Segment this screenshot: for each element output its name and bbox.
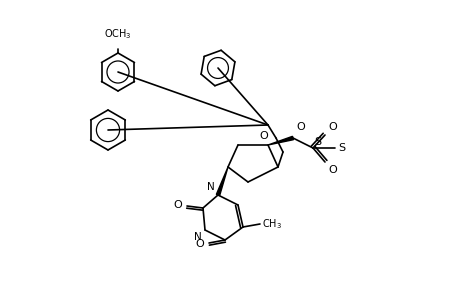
- Text: S: S: [313, 137, 320, 147]
- Text: O: O: [327, 122, 336, 132]
- Text: O: O: [195, 239, 203, 249]
- Text: O: O: [327, 165, 336, 175]
- Text: O: O: [259, 131, 268, 141]
- Text: OCH$_3$: OCH$_3$: [104, 27, 132, 41]
- Polygon shape: [216, 167, 228, 196]
- Text: N: N: [194, 232, 202, 242]
- Text: O: O: [295, 122, 304, 132]
- Text: O: O: [173, 200, 182, 210]
- Text: CH$_3$: CH$_3$: [262, 217, 281, 231]
- Text: S: S: [337, 143, 344, 153]
- Text: N: N: [207, 182, 214, 192]
- Polygon shape: [268, 136, 293, 145]
